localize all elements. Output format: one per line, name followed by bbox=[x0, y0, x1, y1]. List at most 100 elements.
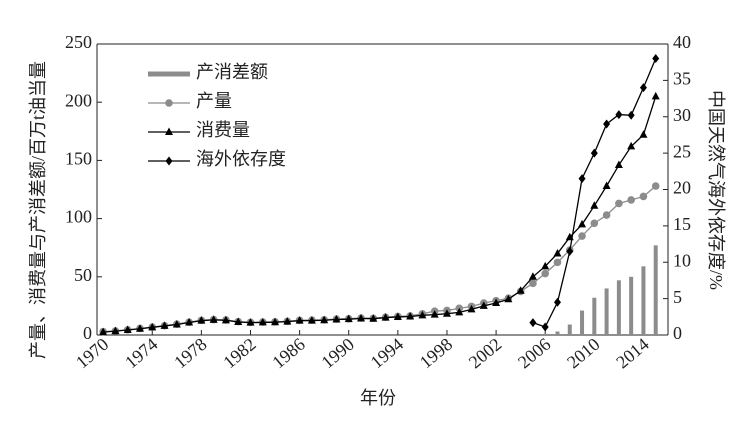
point bbox=[651, 91, 660, 100]
point bbox=[221, 315, 230, 324]
point bbox=[602, 181, 611, 190]
point bbox=[320, 315, 329, 324]
bar bbox=[567, 324, 572, 335]
line bbox=[103, 185, 657, 333]
line bbox=[103, 96, 657, 333]
point bbox=[283, 317, 292, 325]
x-tick-label: 1982 bbox=[219, 334, 259, 372]
point bbox=[639, 192, 648, 201]
y2-tick-label: 15 bbox=[673, 214, 691, 234]
y-tick-label: 100 bbox=[65, 207, 92, 227]
point bbox=[553, 258, 562, 267]
point bbox=[111, 326, 120, 335]
legend-label: 产消差额 bbox=[196, 62, 268, 82]
bar bbox=[604, 288, 609, 335]
point bbox=[602, 211, 611, 219]
x-tick-label: 1994 bbox=[367, 334, 407, 372]
x-tick-label: 2014 bbox=[612, 334, 652, 372]
point bbox=[369, 314, 378, 322]
legend-label: 海外依存度 bbox=[196, 149, 286, 169]
point bbox=[516, 286, 525, 294]
point bbox=[209, 315, 218, 323]
x-tick-label: 2006 bbox=[514, 334, 554, 372]
x-tick-label: 2002 bbox=[465, 334, 505, 372]
point bbox=[553, 297, 561, 307]
y-tick-label: 0 bbox=[83, 323, 92, 343]
point bbox=[344, 314, 353, 323]
y2-tick-label: 25 bbox=[673, 141, 691, 161]
point bbox=[541, 269, 550, 278]
y2-tick-label: 20 bbox=[673, 178, 691, 198]
point bbox=[615, 110, 623, 120]
x-axis-label: 年份 bbox=[360, 388, 396, 408]
point bbox=[590, 219, 599, 228]
bar bbox=[653, 245, 658, 335]
point bbox=[381, 313, 390, 321]
y2-axis-label: 中国天然气海外依存度/% bbox=[706, 90, 726, 290]
point bbox=[590, 148, 598, 158]
point bbox=[442, 309, 451, 317]
point bbox=[590, 201, 599, 209]
line bbox=[532, 58, 657, 328]
y2-tick-label: 30 bbox=[673, 105, 691, 125]
y2-tick-label: 35 bbox=[673, 69, 691, 89]
x-tick-label: 1986 bbox=[268, 334, 308, 372]
point bbox=[357, 313, 366, 322]
point bbox=[627, 196, 635, 204]
point bbox=[332, 315, 341, 323]
y-tick-label: 150 bbox=[65, 149, 92, 169]
point bbox=[99, 327, 108, 336]
legend-label: 产量 bbox=[196, 91, 232, 111]
point bbox=[185, 318, 194, 326]
point bbox=[578, 232, 586, 240]
point bbox=[123, 325, 132, 333]
point bbox=[258, 317, 267, 326]
point bbox=[603, 119, 611, 129]
point bbox=[295, 316, 304, 324]
x-tick-label: 1974 bbox=[121, 334, 161, 372]
x-tick-label: 1978 bbox=[170, 334, 210, 372]
bar bbox=[592, 297, 597, 335]
point bbox=[148, 322, 157, 331]
point bbox=[615, 199, 623, 208]
point bbox=[541, 322, 549, 332]
point bbox=[135, 324, 144, 332]
y-tick-label: 50 bbox=[74, 265, 92, 285]
point bbox=[652, 54, 660, 64]
y2-tick-label: 40 bbox=[673, 32, 691, 52]
x-tick-label: 2010 bbox=[563, 334, 603, 372]
legend-label: 消费量 bbox=[196, 120, 250, 140]
point bbox=[393, 312, 402, 320]
point bbox=[492, 298, 501, 306]
point bbox=[467, 304, 476, 313]
y2-tick-label: 0 bbox=[673, 323, 682, 343]
point bbox=[307, 316, 316, 324]
y2-tick-label: 5 bbox=[673, 287, 682, 307]
point bbox=[418, 310, 427, 319]
y2-tick-label: 10 bbox=[673, 250, 691, 270]
legend-marker bbox=[165, 156, 173, 166]
point bbox=[172, 320, 181, 328]
point bbox=[197, 316, 206, 324]
point bbox=[504, 294, 513, 303]
point bbox=[541, 261, 550, 270]
point bbox=[234, 317, 243, 325]
point bbox=[160, 321, 169, 329]
point bbox=[578, 219, 587, 228]
point bbox=[479, 301, 488, 309]
y-tick-label: 250 bbox=[65, 32, 92, 52]
x-tick-label: 1990 bbox=[318, 334, 358, 372]
point bbox=[639, 83, 647, 93]
bar bbox=[629, 276, 634, 335]
bar bbox=[616, 280, 621, 335]
point bbox=[639, 130, 648, 138]
bar bbox=[641, 266, 646, 335]
x-tick-label: 1970 bbox=[72, 334, 112, 372]
point bbox=[528, 272, 537, 280]
point bbox=[246, 318, 255, 326]
point bbox=[578, 174, 586, 184]
point bbox=[455, 307, 464, 316]
bar bbox=[580, 310, 585, 335]
point bbox=[651, 182, 660, 190]
